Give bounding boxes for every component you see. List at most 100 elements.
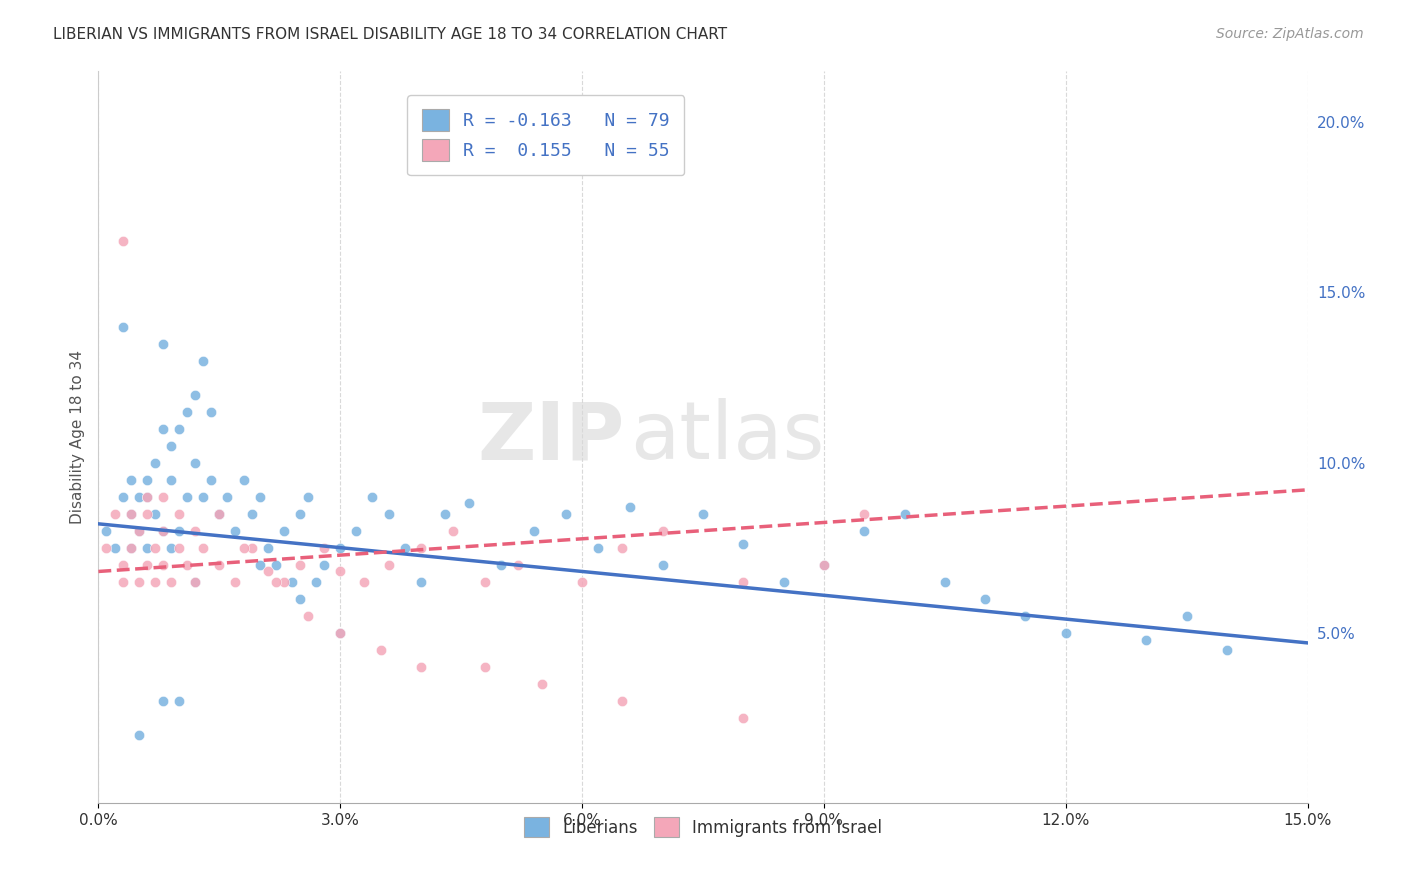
Point [232,473,254,487]
Point [208,507,231,521]
Point [152,336,174,351]
Point [288,591,311,606]
Point [934,574,956,589]
Point [111,574,134,589]
Text: ZIP: ZIP [477,398,624,476]
Point [329,625,352,640]
Point [377,507,399,521]
Point [651,524,673,538]
Point [167,524,190,538]
Point [217,490,239,504]
Point [152,558,174,572]
Point [474,574,496,589]
Point [273,524,295,538]
Text: LIBERIAN VS IMMIGRANTS FROM ISRAEL DISABILITY AGE 18 TO 34 CORRELATION CHART: LIBERIAN VS IMMIGRANTS FROM ISRAEL DISAB… [53,27,727,42]
Point [733,574,755,589]
Point [1175,608,1198,623]
Point [361,490,384,504]
Point [409,574,432,589]
Text: Source: ZipAtlas.com: Source: ZipAtlas.com [1216,27,1364,41]
Point [314,541,336,555]
Point [256,565,278,579]
Point [256,541,278,555]
Point [167,694,190,708]
Point [160,439,183,453]
Point [128,524,150,538]
Point [586,541,609,555]
Point [152,694,174,708]
Point [329,625,352,640]
Point [264,558,287,572]
Point [184,456,207,470]
Point [314,558,336,572]
Point [377,558,399,572]
Point [167,507,190,521]
Point [264,574,287,589]
Point [96,541,118,555]
Point [409,541,432,555]
Point [297,490,319,504]
Point [458,496,481,510]
Point [281,574,304,589]
Point [135,541,157,555]
Point [143,456,166,470]
Point [111,490,134,504]
Point [184,387,207,401]
Point [370,642,392,657]
Point [193,353,215,368]
Point [1014,608,1036,623]
Point [733,537,755,551]
Point [692,507,714,521]
Point [143,507,166,521]
Point [813,558,835,572]
Point [167,541,190,555]
Point [240,507,263,521]
Legend: Liberians, Immigrants from Israel: Liberians, Immigrants from Israel [515,809,891,846]
Point [103,541,125,555]
Point [160,541,183,555]
Point [232,541,254,555]
Point [249,558,271,572]
Point [120,541,142,555]
Point [120,507,142,521]
Point [200,473,222,487]
Point [344,524,367,538]
Point [305,574,328,589]
Point [772,574,794,589]
Point [329,565,352,579]
Point [1054,625,1077,640]
Point [853,507,876,521]
Point [394,541,416,555]
Point [506,558,529,572]
Point [1216,642,1239,657]
Point [523,524,546,538]
Point [167,421,190,435]
Point [893,507,915,521]
Point [733,711,755,725]
Point [143,574,166,589]
Point [152,490,174,504]
Point [813,558,835,572]
Point [434,507,457,521]
Point [184,574,207,589]
Point [288,507,311,521]
Point [1135,632,1157,647]
Point [208,507,231,521]
Point [224,524,246,538]
Point [135,473,157,487]
Point [111,235,134,249]
Point [612,694,634,708]
Point [853,524,876,538]
Point [329,541,352,555]
Point [176,490,198,504]
Point [128,728,150,742]
Point [297,608,319,623]
Point [974,591,997,606]
Point [224,574,246,589]
Point [288,558,311,572]
Point [249,490,271,504]
Point [120,541,142,555]
Point [128,574,150,589]
Point [135,558,157,572]
Point [441,524,464,538]
